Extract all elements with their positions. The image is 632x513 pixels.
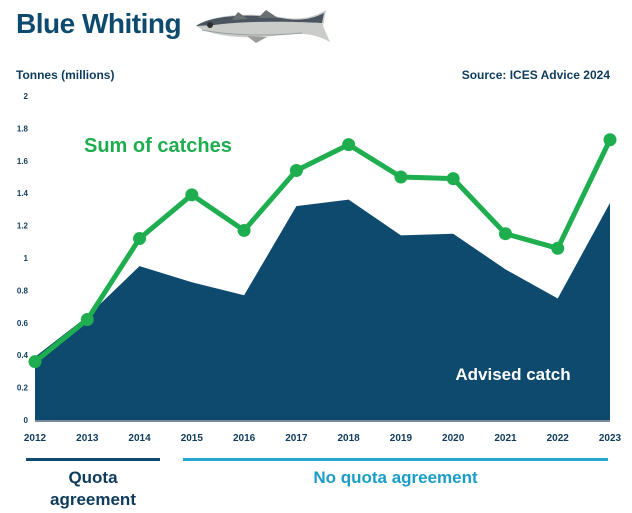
x-axis-baseline (35, 420, 610, 422)
fish-icon (196, 10, 330, 43)
y-tick-label-5: 1 (24, 254, 29, 263)
quota-label-line1: Quota (68, 468, 118, 487)
quota-agreement-bar (26, 458, 160, 461)
y-tick-label-1: 0.2 (17, 384, 29, 393)
advised-catch-label: Advised catch (455, 365, 570, 384)
chart-title: Blue Whiting (16, 8, 182, 39)
sum-of-catches-point-3 (185, 188, 199, 202)
x-tick-label-5: 2017 (285, 433, 308, 444)
no-quota-agreement-bar (183, 458, 608, 461)
sum-of-catches-point-6 (342, 138, 356, 152)
x-tick-label-8: 2020 (442, 433, 465, 444)
no-quota-agreement-label: No quota agreement (313, 468, 478, 487)
x-tick-label-11: 2023 (599, 433, 622, 444)
x-tick-label-9: 2021 (494, 433, 517, 444)
quota-agreement-label: Quota agreement (26, 467, 160, 511)
sum-of-catches-point-8 (446, 172, 460, 186)
sum-of-catches-point-9 (498, 227, 512, 241)
y-tick-label-7: 1.4 (17, 189, 29, 198)
y-tick-label-9: 1.8 (17, 124, 29, 133)
advised-catch-area (35, 199, 610, 420)
x-tick-label-4: 2016 (233, 433, 256, 444)
y-tick-label-6: 1.2 (17, 222, 29, 231)
sum-of-catches-point-11 (603, 133, 617, 147)
y-tick-label-8: 1.6 (17, 157, 29, 166)
y-tick-label-4: 0.8 (17, 286, 29, 295)
source-note: Source: ICES Advice 2024 (461, 68, 610, 82)
quota-agreement-legend: Quota agreement (26, 458, 160, 511)
sum-of-catches-point-7 (394, 170, 408, 184)
x-tick-label-10: 2022 (547, 433, 570, 444)
y-axis-label: Tonnes (millions) (16, 68, 115, 82)
x-tick-label-7: 2019 (390, 433, 413, 444)
y-tick-label-10: 2 (24, 92, 29, 101)
sum-of-catches-label: Sum of catches (84, 135, 232, 157)
x-tick-label-0: 2012 (24, 433, 47, 444)
sum-of-catches-point-2 (133, 232, 147, 246)
sum-of-catches-point-10 (551, 241, 565, 255)
sum-of-catches-point-0 (28, 355, 42, 369)
sum-of-catches-line (33, 138, 613, 364)
y-tick-label-2: 0.4 (17, 351, 29, 360)
y-tick-label-3: 0.6 (17, 319, 29, 328)
x-tick-label-3: 2015 (181, 433, 204, 444)
x-tick-label-6: 2018 (338, 433, 361, 444)
no-quota-agreement-legend: No quota agreement (183, 458, 608, 489)
y-tick-label-0: 0 (24, 416, 29, 425)
sum-of-catches-point-1 (80, 313, 94, 327)
x-tick-label-2: 2014 (128, 433, 151, 444)
sum-of-catches-point-4 (237, 223, 251, 237)
x-tick-label-1: 2013 (76, 433, 99, 444)
sum-of-catches-point-5 (289, 164, 303, 178)
quota-label-line2: agreement (50, 490, 136, 509)
